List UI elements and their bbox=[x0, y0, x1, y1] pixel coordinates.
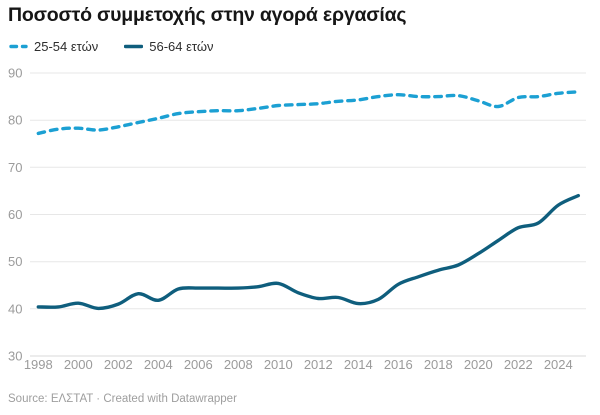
x-tick-label: 2022 bbox=[504, 357, 533, 372]
x-tick-label: 2012 bbox=[304, 357, 333, 372]
source-note: Source: ΕΛΣΤΑΤ · Created with Datawrappe… bbox=[8, 393, 237, 405]
y-tick-label: 50 bbox=[8, 254, 22, 269]
y-tick-label: 30 bbox=[8, 349, 22, 364]
x-tick-label: 2024 bbox=[544, 357, 573, 372]
y-tick-label: 60 bbox=[8, 207, 22, 222]
series-line-25-54 bbox=[36, 90, 580, 136]
y-tick-label: 80 bbox=[8, 113, 22, 128]
x-tick-label: 1998 bbox=[24, 357, 53, 372]
x-tick-label: 2014 bbox=[344, 357, 373, 372]
y-tick-label: 70 bbox=[8, 160, 22, 175]
legend-swatch-dashed-icon bbox=[9, 44, 28, 49]
x-tick-label: 2010 bbox=[264, 357, 293, 372]
series-line-56-64 bbox=[36, 193, 580, 311]
chart-legend: 25-54 ετών 56-64 ετών bbox=[9, 39, 214, 54]
y-tick-label: 40 bbox=[8, 301, 22, 316]
legend-label-56-64: 56-64 ετών bbox=[149, 39, 214, 54]
y-tick-label: 90 bbox=[8, 66, 22, 81]
legend-item-25-54: 25-54 ετών bbox=[9, 39, 98, 54]
x-tick-label: 2002 bbox=[104, 357, 133, 372]
x-tick-label: 2008 bbox=[224, 357, 253, 372]
x-tick-label: 2000 bbox=[64, 357, 93, 372]
x-tick-label: 2018 bbox=[424, 357, 453, 372]
legend-swatch-solid-icon bbox=[124, 44, 144, 49]
x-tick-label: 2004 bbox=[144, 357, 173, 372]
x-tick-label: 2016 bbox=[384, 357, 413, 372]
legend-label-25-54: 25-54 ετών bbox=[34, 39, 99, 54]
legend-item-56-64: 56-64 ετών bbox=[124, 39, 214, 54]
x-tick-label: 2006 bbox=[184, 357, 213, 372]
x-tick-label: 2020 bbox=[464, 357, 493, 372]
chart-title: Ποσοστό συμμετοχής στην αγορά εργασίας bbox=[8, 4, 407, 26]
